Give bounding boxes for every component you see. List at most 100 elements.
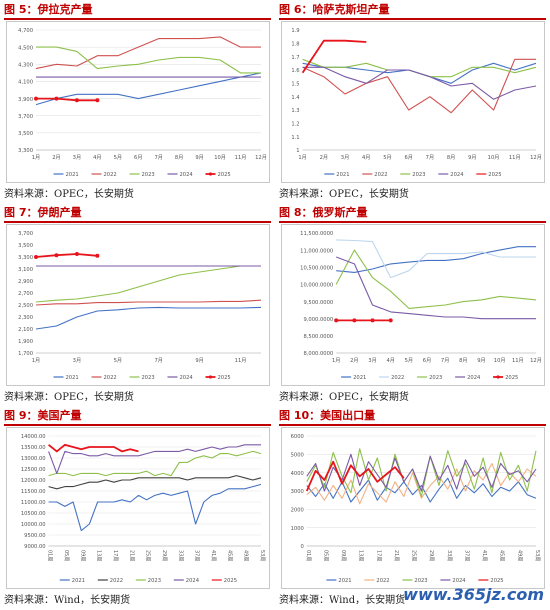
- line-chart: 1 1.1 1.2 1.3 1.4 1.5 1.6 1.7 1.8 1.9 1月 2月 3月 4月 5月 6月…: [291, 28, 542, 178]
- source-note: 资料来源：OPEC，长安期货: [279, 189, 409, 200]
- series-line-2021: [48, 483, 262, 532]
- x-tick-label: 2月: [350, 357, 359, 364]
- data-point-2025: [54, 96, 59, 101]
- legend-entry: 2021: [353, 375, 366, 381]
- chart-title: 图 7：伊朗产量: [4, 204, 271, 223]
- y-tick-label: 13000.00: [21, 456, 46, 462]
- y-tick-label: 1.3: [291, 108, 299, 114]
- legend-entry: 2024: [186, 578, 200, 584]
- series-line-2021: [35, 72, 262, 106]
- source-note: 资料来源：OPEC，长安期货: [4, 189, 134, 200]
- chart-title: 图 8：俄罗斯产量: [279, 204, 546, 223]
- series-line-2022: [48, 475, 262, 490]
- y-tick-label: 2,900: [18, 279, 33, 285]
- legend-entry: 2023: [414, 578, 427, 584]
- series-line-2025: [35, 253, 98, 258]
- x-tick-label: 17周: [112, 550, 118, 561]
- y-tick-label: 2,500: [18, 303, 33, 309]
- legend-entry: 2023: [142, 172, 155, 178]
- x-tick-label: 53周: [259, 550, 265, 561]
- x-tick-label: 9月: [477, 357, 486, 364]
- y-tick-label: 2,700: [18, 291, 33, 297]
- panel-us-exports: 图 10：美国出口量 0 1000 2000 3000 4000 5000 6000 01周 0…: [275, 406, 550, 609]
- legend-entry: 2023: [429, 375, 442, 381]
- legend-entry: 2023: [412, 172, 425, 178]
- data-point-2025: [352, 318, 357, 323]
- legend-marker: [208, 375, 213, 379]
- y-tick-label: 3,900: [18, 97, 33, 103]
- legend-entry: 2021: [338, 578, 351, 584]
- y-tick-label: 5000: [291, 453, 304, 459]
- series-line-2022: [35, 36, 261, 70]
- y-tick-label: 10000.00: [21, 522, 46, 528]
- x-tick-label: 11月: [512, 357, 524, 364]
- panel-russia: 图 8：俄罗斯产量 8,000.0000 8,500.0000 9,000.0000…: [275, 203, 550, 406]
- x-tick-label: 45周: [499, 550, 505, 561]
- x-tick-label: 41周: [481, 550, 487, 561]
- y-tick-label: 3,300: [18, 148, 33, 154]
- series-line-2022: [306, 462, 537, 505]
- x-tick-label: 11月: [235, 357, 247, 364]
- y-tick-label: 3000: [291, 489, 304, 495]
- legend-entry: 2025: [490, 578, 503, 584]
- x-tick-label: 7月: [426, 154, 435, 161]
- x-tick-label: 9月: [195, 357, 204, 364]
- x-tick-label: 13周: [358, 550, 364, 561]
- series-line-2024: [336, 256, 536, 320]
- y-tick-label: 12500.00: [21, 467, 46, 473]
- y-tick-label: 9,000.0000: [303, 317, 333, 323]
- x-tick-label: 09周: [340, 550, 346, 561]
- source-note: 资料来源：Wind，长安期货: [4, 595, 131, 606]
- y-tick-label: 14000.00: [21, 434, 46, 440]
- x-tick-label: 29周: [161, 550, 167, 561]
- x-tick-label: 8月: [175, 154, 184, 161]
- x-tick-label: 3月: [73, 154, 82, 161]
- series-line-2023: [335, 249, 537, 309]
- source-note: 资料来源：Wind，长安期货: [279, 595, 406, 606]
- y-tick-label: 2,100: [18, 327, 33, 333]
- x-tick-label: 5月: [114, 154, 123, 161]
- series-line-2025: [301, 39, 367, 74]
- legend-entry: 2024: [180, 375, 194, 381]
- y-tick-label: 10,000.0000: [300, 283, 333, 289]
- y-tick-label: 3,500: [18, 131, 33, 137]
- y-tick-label: 9500.00: [24, 533, 45, 539]
- legend-entry: 2025: [488, 172, 501, 178]
- series-line-2021: [35, 306, 262, 330]
- x-tick-label: 7月: [154, 154, 163, 161]
- x-tick-label: 3月: [368, 357, 377, 364]
- x-tick-label: 1月: [298, 154, 307, 161]
- y-tick-label: 1,700: [18, 351, 33, 357]
- y-tick-label: 1.5: [291, 82, 299, 88]
- y-tick-label: 3,700: [18, 231, 33, 237]
- x-tick-label: 01周: [305, 550, 311, 561]
- legend-entry: 2022: [376, 578, 389, 584]
- legend-entry: 2025: [218, 172, 231, 178]
- x-tick-label: 33周: [177, 550, 183, 561]
- series-line-2023: [36, 46, 261, 74]
- x-tick-label: 9月: [195, 154, 204, 161]
- x-tick-label: 05周: [63, 550, 69, 561]
- x-tick-label: 37周: [194, 550, 200, 561]
- watermark: www.365jz.com: [403, 585, 544, 604]
- y-tick-label: 1.6: [291, 68, 299, 74]
- x-tick-label: 4月: [362, 154, 371, 161]
- legend-entry: 2022: [391, 375, 404, 381]
- series-line-2023: [35, 265, 261, 303]
- y-tick-label: 3,100: [18, 267, 33, 273]
- x-tick-label: 8月: [447, 154, 456, 161]
- x-tick-label: 8月: [459, 357, 468, 364]
- series-line-2024: [48, 444, 261, 474]
- x-tick-label: 41周: [210, 550, 216, 561]
- series-line-2025: [305, 460, 405, 492]
- y-tick-label: 9,500.0000: [303, 300, 333, 306]
- x-tick-label: 12月: [255, 154, 267, 161]
- x-tick-label: 25周: [145, 550, 151, 561]
- y-tick-label: 4,500: [18, 45, 33, 51]
- x-tick-label: 4月: [93, 154, 102, 161]
- series-line-2022: [302, 58, 536, 114]
- panel-us-production: 图 9：美国产量 9000.00 9500.00 10000.00 10500.00 1…: [0, 406, 275, 609]
- x-tick-label: 21周: [128, 550, 134, 561]
- y-tick-label: 1,900: [18, 339, 33, 345]
- data-point-2025: [74, 252, 79, 256]
